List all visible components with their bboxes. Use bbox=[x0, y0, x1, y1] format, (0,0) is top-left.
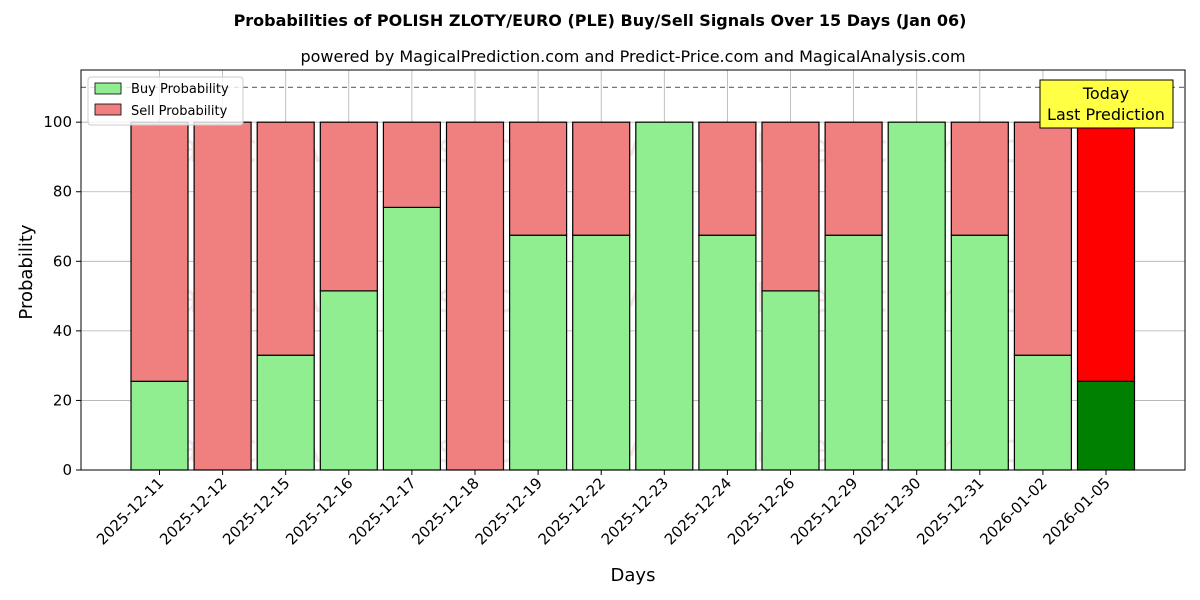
x-tick-label: 2025-12-19 bbox=[472, 474, 546, 548]
bar-buy bbox=[635, 121, 694, 471]
bar-sell bbox=[950, 121, 1009, 236]
legend-swatch-sell bbox=[94, 103, 122, 116]
bar-buy bbox=[382, 206, 441, 471]
x-tick-label: 2025-12-22 bbox=[535, 474, 609, 548]
x-tick-label: 2025-12-11 bbox=[93, 474, 167, 548]
bar-sell bbox=[824, 121, 883, 236]
y-axis-label: Probability bbox=[16, 224, 37, 319]
legend-label-sell: Sell Probability bbox=[131, 104, 228, 119]
bar-sell bbox=[761, 121, 820, 292]
bar-sell bbox=[319, 121, 378, 292]
x-tick-label: 2025-12-24 bbox=[661, 474, 735, 548]
legend-swatch-buy bbox=[94, 82, 122, 95]
chart-subtitle: powered by MagicalPrediction.com and Pre… bbox=[300, 47, 965, 66]
annotation-box bbox=[1039, 79, 1174, 129]
y-tick-label: 80 bbox=[53, 183, 72, 201]
y-tick-label: 0 bbox=[62, 461, 72, 479]
x-tick-label: 2025-12-12 bbox=[156, 474, 230, 548]
bar-buy bbox=[1076, 380, 1136, 471]
y-tick-label: 100 bbox=[43, 113, 72, 131]
x-tick-label: 2026-01-05 bbox=[1039, 474, 1113, 548]
legend-label-buy: Buy Probability bbox=[131, 82, 229, 97]
bar-buy bbox=[319, 290, 378, 471]
bar-sell bbox=[1076, 121, 1136, 382]
bar-buy bbox=[509, 234, 568, 471]
bar-buy bbox=[887, 121, 946, 471]
x-tick-label: 2025-12-17 bbox=[345, 474, 419, 548]
bar-buy bbox=[698, 234, 757, 471]
chart-title: Probabilities of POLISH ZLOTY/EURO (PLE)… bbox=[234, 11, 967, 30]
x-tick-label: 2025-12-31 bbox=[913, 474, 987, 548]
bar-sell bbox=[445, 121, 505, 471]
bar-sell bbox=[509, 121, 568, 236]
x-tick-label: 2025-12-26 bbox=[724, 474, 798, 548]
bar-buy bbox=[256, 354, 315, 471]
x-tick-label: 2025-12-30 bbox=[850, 474, 924, 548]
x-tick-label: 2025-12-15 bbox=[219, 474, 293, 548]
bar-sell bbox=[698, 121, 757, 236]
bar-sell bbox=[1013, 121, 1073, 356]
x-axis-label: Days bbox=[611, 565, 656, 586]
bar-sell bbox=[382, 121, 441, 208]
bar-sell bbox=[256, 121, 315, 356]
bar-buy bbox=[572, 234, 631, 471]
plot-frame bbox=[80, 69, 1186, 471]
bars bbox=[130, 121, 1136, 471]
x-tick-label: 2025-12-23 bbox=[598, 474, 672, 548]
bar-sell bbox=[193, 121, 252, 471]
y-tick-label: 60 bbox=[53, 252, 72, 270]
x-tick-label: 2025-12-29 bbox=[787, 474, 861, 548]
y-tick-label: 20 bbox=[53, 391, 72, 409]
x-tick-label: 2025-12-18 bbox=[408, 474, 482, 548]
bar-buy bbox=[1013, 354, 1073, 471]
x-tick-label: 2026-01-02 bbox=[976, 474, 1050, 548]
x-tick-label: 2025-12-16 bbox=[282, 474, 356, 548]
today-annotation: Today Last Prediction bbox=[1039, 79, 1174, 129]
y-tick-label: 40 bbox=[53, 322, 72, 340]
legend: Buy Probability Sell Probability bbox=[87, 76, 244, 126]
bar-sell bbox=[572, 121, 631, 236]
bar-buy bbox=[130, 380, 189, 471]
legend-frame bbox=[87, 76, 244, 126]
bar-sell bbox=[130, 121, 189, 382]
annotation-line1: Today bbox=[1082, 84, 1129, 103]
bar-buy bbox=[761, 290, 820, 471]
bar-buy bbox=[950, 234, 1009, 471]
bar-buy bbox=[824, 234, 883, 471]
annotation-line2: Last Prediction bbox=[1047, 105, 1165, 124]
